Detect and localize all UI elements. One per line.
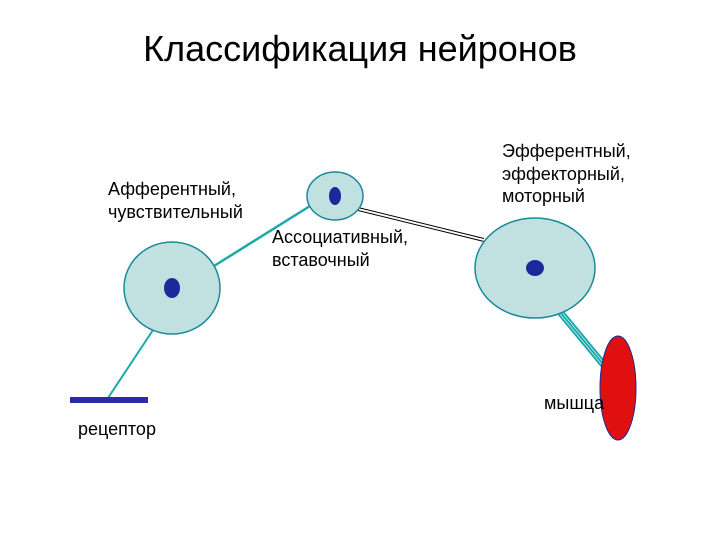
label-muscle: мышца (544, 392, 604, 415)
label-efferent: Эфферентный,эффекторный,моторный (502, 140, 631, 208)
label-associative: Ассоциативный,вставочный (272, 226, 408, 271)
label-afferent: Афферентный,чувствительный (108, 178, 243, 223)
label-receptor: рецептор (78, 418, 156, 441)
